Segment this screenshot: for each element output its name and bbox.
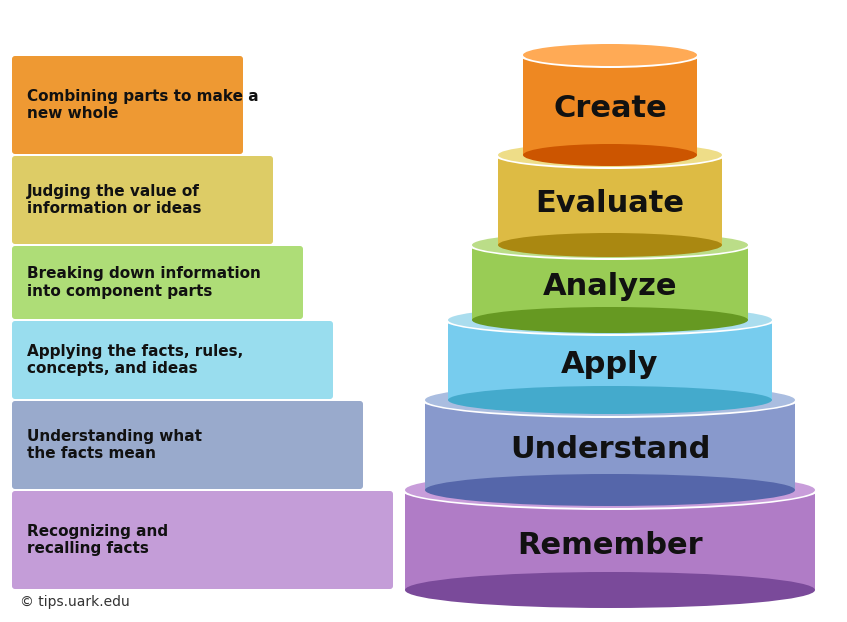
Text: Applying the facts, rules,
concepts, and ideas: Applying the facts, rules, concepts, and… xyxy=(27,344,243,376)
FancyBboxPatch shape xyxy=(12,246,303,319)
Ellipse shape xyxy=(425,474,795,506)
Ellipse shape xyxy=(494,141,726,169)
Ellipse shape xyxy=(448,386,772,414)
Ellipse shape xyxy=(468,230,752,260)
Ellipse shape xyxy=(401,470,819,510)
Ellipse shape xyxy=(444,304,776,336)
Text: Analyze: Analyze xyxy=(543,272,678,301)
Ellipse shape xyxy=(425,384,795,416)
Ellipse shape xyxy=(498,233,722,257)
Ellipse shape xyxy=(498,143,722,167)
Text: Apply: Apply xyxy=(562,350,659,379)
Text: Combining parts to make a
new whole: Combining parts to make a new whole xyxy=(27,89,258,121)
Polygon shape xyxy=(405,490,815,590)
Ellipse shape xyxy=(405,572,815,608)
Text: Judging the value of
information or ideas: Judging the value of information or idea… xyxy=(27,183,202,216)
Text: Breaking down information
into component parts: Breaking down information into component… xyxy=(27,266,261,299)
FancyBboxPatch shape xyxy=(12,401,363,489)
FancyBboxPatch shape xyxy=(12,491,393,589)
Polygon shape xyxy=(498,155,722,245)
FancyBboxPatch shape xyxy=(12,156,273,244)
Text: Recognizing and
recalling facts: Recognizing and recalling facts xyxy=(27,524,168,556)
Ellipse shape xyxy=(472,307,748,333)
Ellipse shape xyxy=(523,44,697,66)
Ellipse shape xyxy=(405,472,815,508)
Polygon shape xyxy=(425,400,795,490)
FancyBboxPatch shape xyxy=(12,56,243,154)
Ellipse shape xyxy=(421,382,799,418)
Polygon shape xyxy=(472,245,748,320)
Text: Remember: Remember xyxy=(518,531,703,560)
Ellipse shape xyxy=(472,232,748,258)
Ellipse shape xyxy=(448,306,772,334)
Text: Understanding what
the facts mean: Understanding what the facts mean xyxy=(27,429,202,461)
Ellipse shape xyxy=(523,144,697,166)
Text: Evaluate: Evaluate xyxy=(535,189,684,218)
Text: Create: Create xyxy=(553,94,667,123)
Polygon shape xyxy=(523,55,697,155)
Ellipse shape xyxy=(519,42,701,68)
Text: Understand: Understand xyxy=(510,435,710,464)
FancyBboxPatch shape xyxy=(12,321,333,399)
Text: © tips.uark.edu: © tips.uark.edu xyxy=(20,595,130,609)
Polygon shape xyxy=(448,320,772,400)
